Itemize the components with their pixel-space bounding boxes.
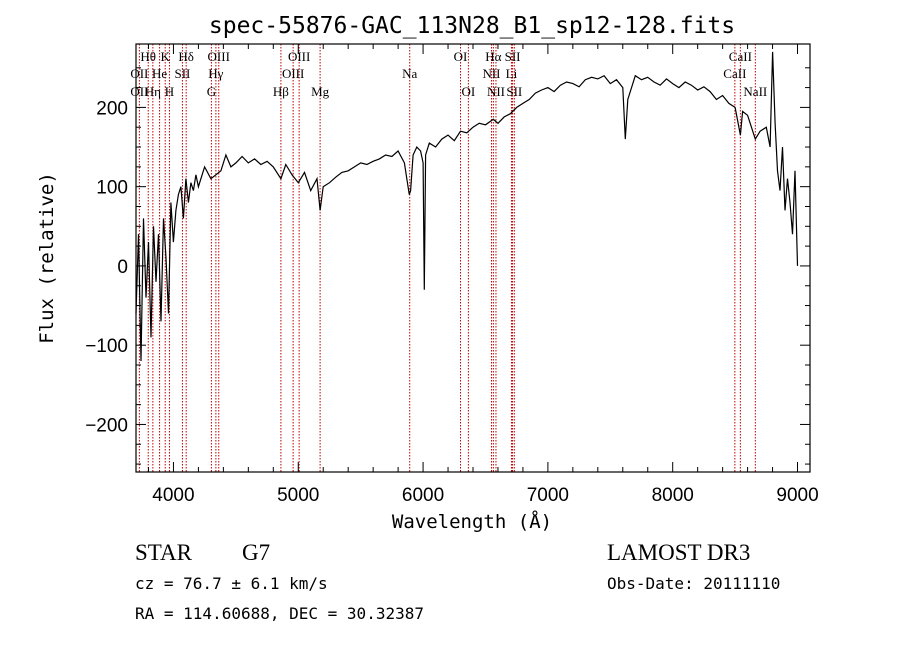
line-label: Hα (485, 49, 501, 64)
line-label: OI (462, 84, 476, 99)
line-label: NII (482, 66, 500, 81)
chart-title: spec-55876-GAC_113N28_B1_sp12-128.fits (209, 13, 735, 39)
y-tick-label: −100 (85, 336, 128, 357)
line-label: G (207, 84, 216, 99)
x-tick-label: 4000 (152, 485, 194, 506)
line-label: NaII (743, 84, 767, 99)
line-label: He (152, 66, 167, 81)
plot-frame (135, 43, 811, 473)
line-label: Na (402, 66, 417, 81)
line-label: OIII (282, 66, 304, 81)
y-tick-label: 200 (96, 98, 128, 119)
y-axis-ticks: −200 −100 0 100 200 (85, 67, 810, 465)
y-tick-label: −200 (85, 415, 128, 436)
survey-name: LAMOST DR3 (607, 540, 750, 565)
x-tick-label: 9000 (776, 485, 818, 506)
x-tick-label: 7000 (527, 485, 569, 506)
x-axis-ticks: 4000 5000 6000 7000 8000 9000 (147, 44, 819, 506)
line-label: Hη (145, 84, 161, 99)
line-label: Li (506, 66, 518, 81)
line-label: CaII (729, 49, 752, 64)
line-label: Hδ (178, 49, 194, 64)
line-label: SII (174, 66, 190, 81)
line-label: CaII (723, 66, 746, 81)
line-label: H (165, 84, 174, 99)
line-label: SII (506, 84, 522, 99)
y-axis-label: Flux (relative) (36, 172, 58, 344)
observation-date: Obs-Date: 20111110 (607, 574, 780, 593)
coordinates: RA = 114.60688, DEC = 30.32387 (135, 604, 424, 623)
line-label: OI (454, 49, 468, 64)
line-label: OII (130, 66, 148, 81)
line-label: NII (487, 84, 505, 99)
line-label: Hβ (273, 84, 289, 99)
line-label: Hγ (208, 66, 223, 81)
line-label: K (161, 49, 171, 64)
line-label: OIII (208, 49, 230, 64)
y-tick-label: 100 (96, 178, 128, 199)
x-tick-label: 8000 (652, 485, 694, 506)
spectrum-line (135, 51, 799, 362)
object-class: STAR (135, 540, 193, 565)
y-tick-label: 0 (117, 257, 128, 278)
object-subclass: G7 (242, 540, 270, 565)
emission-line-markers (138, 44, 756, 472)
emission-line-labels: Hθ OII OII K He Hη H Hδ SII OIII Hγ G Hβ OIII OIII Mg Na… (130, 49, 767, 99)
x-axis-label: Wavelength (Å) (392, 510, 552, 533)
line-label: SII (505, 49, 521, 64)
line-label: Mg (311, 84, 330, 99)
x-tick-label: 6000 (402, 485, 444, 506)
x-tick-label: 5000 (277, 485, 319, 506)
line-label: OII (130, 84, 148, 99)
line-label: OIII (288, 49, 310, 64)
line-label: Hθ (140, 49, 156, 64)
redshift-value: cz = 76.7 ± 6.1 km/s (135, 574, 328, 593)
